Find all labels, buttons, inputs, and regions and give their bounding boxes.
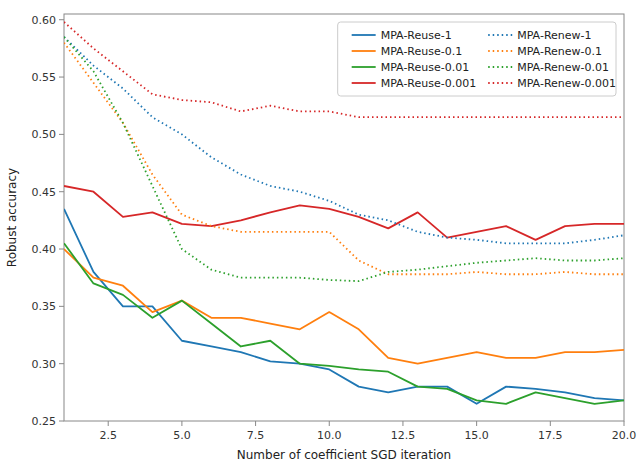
legend-item: MPA-Renew-0.01 [488, 61, 609, 74]
series-line [64, 249, 624, 364]
series-line [64, 186, 624, 240]
legend-label: MPA-Renew-0.1 [517, 45, 602, 58]
legend-box [338, 22, 616, 96]
x-tick-label: 5.0 [173, 429, 191, 442]
legend-swatch [352, 82, 376, 84]
legend-swatch [488, 50, 512, 52]
x-tick [550, 421, 551, 426]
x-tick [255, 421, 256, 426]
chart: 2.5 5.0 7.5 10.0 12.5 15.0 17.5 20.0 0.25 0.30 0.3… [0, 0, 640, 471]
y-tick-label: 0.35 [32, 300, 57, 313]
x-tick-label: 15.0 [464, 429, 489, 442]
x-tick [108, 421, 109, 426]
legend-item: MPA-Reuse-1 [352, 29, 452, 42]
legend: MPA-Reuse-1 MPA-Reuse-0.1 MPA-Reuse-0.01 MP… [338, 22, 616, 96]
legend-label: MPA-Renew-0.01 [517, 61, 609, 74]
legend-swatch [488, 66, 512, 68]
legend-swatch [352, 66, 376, 68]
legend-swatch [488, 34, 512, 36]
legend-label: MPA-Reuse-1 [381, 29, 452, 42]
y-tick [59, 191, 64, 192]
legend-item: MPA-Renew-0.1 [488, 45, 602, 58]
y-tick [59, 363, 64, 364]
x-tick-label: 20.0 [612, 429, 637, 442]
y-tick [59, 306, 64, 307]
y-tick-label: 0.50 [32, 128, 57, 141]
legend-label: MPA-Renew-0.001 [517, 77, 616, 90]
series-line [64, 243, 624, 403]
series-line [64, 22, 624, 117]
plot-frame [64, 14, 624, 421]
legend-swatch [488, 82, 512, 84]
legend-item: MPA-Renew-0.001 [488, 77, 616, 90]
x-tick-label: 12.5 [391, 429, 416, 442]
x-tick [624, 421, 625, 426]
legend-label: MPA-Reuse-0.001 [381, 77, 477, 90]
y-axis-label: Robust accuracy [5, 168, 19, 267]
legend-item: MPA-Reuse-0.01 [352, 61, 470, 74]
x-axis-label: Number of coefficient SGD iteration [237, 448, 451, 462]
legend-item: MPA-Reuse-0.001 [352, 77, 477, 90]
y-tick-label: 0.30 [32, 358, 57, 371]
x-tick-label: 7.5 [247, 429, 265, 442]
x-tick [476, 421, 477, 426]
legend-swatch [352, 34, 376, 36]
y-tick-label: 0.40 [32, 243, 57, 256]
y-tick-label: 0.25 [32, 415, 57, 428]
legend-label: MPA-Renew-1 [517, 29, 591, 42]
x-tick [181, 421, 182, 426]
x-tick [329, 421, 330, 426]
y-tick [59, 77, 64, 78]
x-tick-label: 17.5 [538, 429, 563, 442]
legend-item: MPA-Reuse-0.1 [352, 45, 463, 58]
y-tick-label: 0.55 [32, 71, 57, 84]
x-tick-label: 2.5 [99, 429, 117, 442]
x-tick [402, 421, 403, 426]
y-tick [59, 134, 64, 135]
axes: 2.5 5.0 7.5 10.0 12.5 15.0 17.5 20.0 0.25 0.30 0.3… [32, 14, 637, 442]
legend-label: MPA-Reuse-0.1 [381, 45, 463, 58]
x-tick-label: 10.0 [317, 429, 342, 442]
y-tick [59, 19, 64, 20]
y-tick [59, 421, 64, 422]
y-tick-label: 0.60 [32, 14, 57, 27]
y-tick-label: 0.45 [32, 186, 57, 199]
y-tick [59, 249, 64, 250]
legend-item: MPA-Renew-1 [488, 29, 591, 42]
legend-swatch [352, 50, 376, 52]
legend-label: MPA-Reuse-0.01 [381, 61, 470, 74]
plot-area [64, 22, 624, 404]
